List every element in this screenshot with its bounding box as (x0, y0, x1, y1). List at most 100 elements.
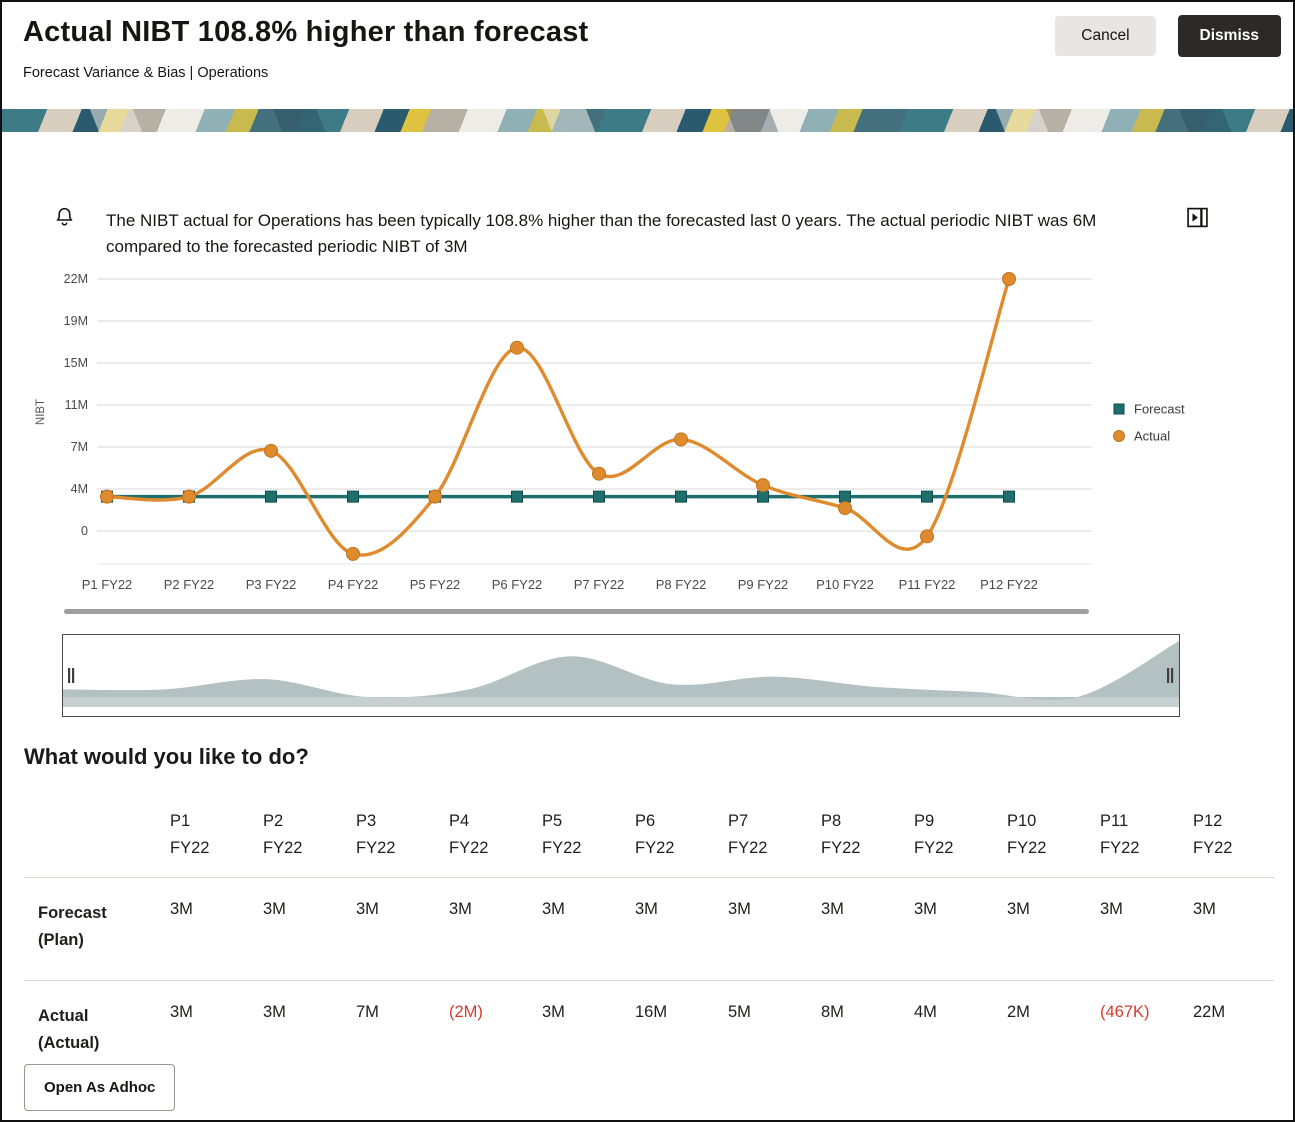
column-header: P6 FY22 (635, 812, 675, 857)
x-tick-label: P1 FY22 (82, 577, 133, 592)
table-cell: 16M (635, 1002, 668, 1021)
table-cell: 22M (1193, 1002, 1226, 1021)
decorative-banner (2, 109, 1293, 132)
forecast-point[interactable] (757, 490, 769, 503)
actual-point[interactable] (428, 489, 442, 504)
table-cell: 3M (542, 1002, 565, 1021)
forecast-point[interactable] (1003, 490, 1015, 503)
y-tick-label: 4M (71, 482, 88, 496)
legend-item-forecast[interactable]: Forecast (1113, 402, 1185, 417)
forecast-point[interactable] (921, 490, 933, 503)
column-header: P5 FY22 (542, 812, 582, 857)
actual-point[interactable] (674, 432, 688, 447)
forecast-point[interactable] (675, 490, 687, 503)
forecast-point[interactable] (511, 490, 523, 503)
actual-point[interactable] (920, 529, 934, 544)
legend-item-actual[interactable]: Actual (1113, 429, 1171, 444)
horizontal-scrollbar[interactable] (64, 609, 1089, 614)
actual-point[interactable] (1002, 272, 1016, 286)
table-cell: 3M (542, 900, 565, 919)
cancel-button[interactable]: Cancel (1055, 16, 1156, 56)
y-tick-label: 7M (71, 440, 88, 454)
overview-area (63, 641, 1179, 701)
table-cell: 3M (449, 900, 472, 919)
actual-point[interactable] (100, 489, 114, 504)
table-cell: 3M (170, 900, 193, 919)
actual-point[interactable] (838, 501, 852, 516)
table-cell: 5M (728, 1002, 751, 1021)
x-tick-label: P2 FY22 (164, 577, 215, 592)
x-tick-label: P9 FY22 (738, 577, 789, 592)
insight-bell-icon (54, 206, 75, 232)
table-cell: 3M (821, 900, 844, 919)
y-tick-label: 0 (81, 524, 88, 538)
table-cell: (2M) (449, 1002, 483, 1021)
section-heading: What would you like to do? (24, 744, 309, 769)
column-header: P12 FY22 (1193, 812, 1233, 857)
actual-point[interactable] (264, 443, 278, 458)
x-tick-label: P11 FY22 (899, 577, 956, 592)
column-header: P1 FY22 (170, 812, 210, 857)
forecast-point[interactable] (839, 490, 851, 503)
table-cell: (467K) (1100, 1002, 1150, 1021)
table-cell: 3M (635, 900, 658, 919)
x-tick-label: P10 FY22 (816, 577, 874, 592)
y-tick-label: 19M (64, 314, 88, 328)
table-cell: 3M (263, 1002, 286, 1021)
chart-overview-scroller[interactable] (62, 634, 1180, 717)
breadcrumb: Forecast Variance & Bias | Operations (23, 65, 269, 81)
scroller-handle-right[interactable] (1171, 668, 1174, 683)
table-cell: 7M (356, 1002, 379, 1021)
forecast-point[interactable] (593, 490, 605, 503)
table-cell: 8M (821, 1002, 844, 1021)
open-as-adhoc-button[interactable]: Open As Adhoc (24, 1064, 176, 1111)
dialog-header: Actual NIBT 108.8% higher than forecast … (2, 2, 1293, 109)
page-title: Actual NIBT 108.8% higher than forecast (23, 16, 589, 48)
table-row: Forecast (Plan) 3M 3M 3M 3M 3M 3M 3M 3M 3M 3M 3M 3M (24, 878, 1274, 981)
table-cell: 3M (356, 900, 379, 919)
x-tick-label: P6 FY22 (492, 577, 543, 592)
y-tick-label: 11M (65, 398, 88, 412)
table-cell: 3M (170, 1002, 193, 1021)
scroller-handle-left[interactable] (72, 668, 75, 683)
insight-text: The NIBT actual for Operations has been … (106, 211, 1097, 256)
column-header: P9 FY22 (914, 812, 954, 857)
overview-area-chart (63, 641, 1179, 707)
legend-label: Actual (1134, 429, 1170, 444)
x-tick-label: P7 FY22 (574, 577, 625, 592)
scroller-handle-right[interactable] (1167, 668, 1170, 683)
dismiss-button[interactable]: Dismiss (1177, 15, 1281, 57)
table-cell: 3M (914, 900, 937, 919)
variance-table: P1 FY22 P2 FY22 P3 FY22 P4 FY22 P5 FY22 P6 FY22 P7 FY… (24, 794, 1274, 1082)
x-tick-label: P4 FY22 (328, 577, 379, 592)
actual-point[interactable] (510, 340, 524, 355)
table-cell: 3M (1007, 900, 1030, 919)
overview-baseline-band (63, 697, 1179, 707)
actual-point[interactable] (346, 546, 360, 561)
variance-line-chart[interactable]: 22M 19M 15M 11M 7M 4M 0 NIBT P1 FY22 P2 FY22 P3 FY… (2, 252, 1295, 624)
row-label: Forecast (Plan) (38, 904, 107, 950)
scroller-handle-left[interactable] (68, 668, 71, 683)
row-label: Actual (Actual) (38, 1006, 100, 1052)
y-tick-label: 22M (64, 272, 88, 286)
table-cell: 4M (914, 1002, 937, 1021)
table-cell: 3M (1100, 900, 1123, 919)
column-header: P4 FY22 (449, 812, 489, 857)
x-tick-label: P8 FY22 (656, 577, 707, 592)
actual-point[interactable] (592, 466, 606, 481)
x-tick-label: P3 FY22 (246, 577, 297, 592)
forecast-point[interactable] (347, 490, 359, 503)
column-header: P8 FY22 (821, 812, 861, 857)
corner-cell (24, 808, 158, 861)
open-panel-icon[interactable] (1186, 206, 1209, 234)
actual-line (105, 277, 1011, 557)
x-tick-label: P12 FY22 (980, 577, 1038, 592)
table-header-row: P1 FY22 P2 FY22 P3 FY22 P4 FY22 P5 FY22 P6 FY22 P7 FY… (24, 794, 1274, 879)
column-header: P3 FY22 (356, 812, 396, 857)
legend-label: Forecast (1134, 402, 1185, 417)
forecast-point[interactable] (265, 490, 277, 503)
actual-point[interactable] (756, 478, 770, 493)
header-actions: Cancel Dismiss (1055, 15, 1281, 57)
actual-point[interactable] (182, 489, 196, 504)
